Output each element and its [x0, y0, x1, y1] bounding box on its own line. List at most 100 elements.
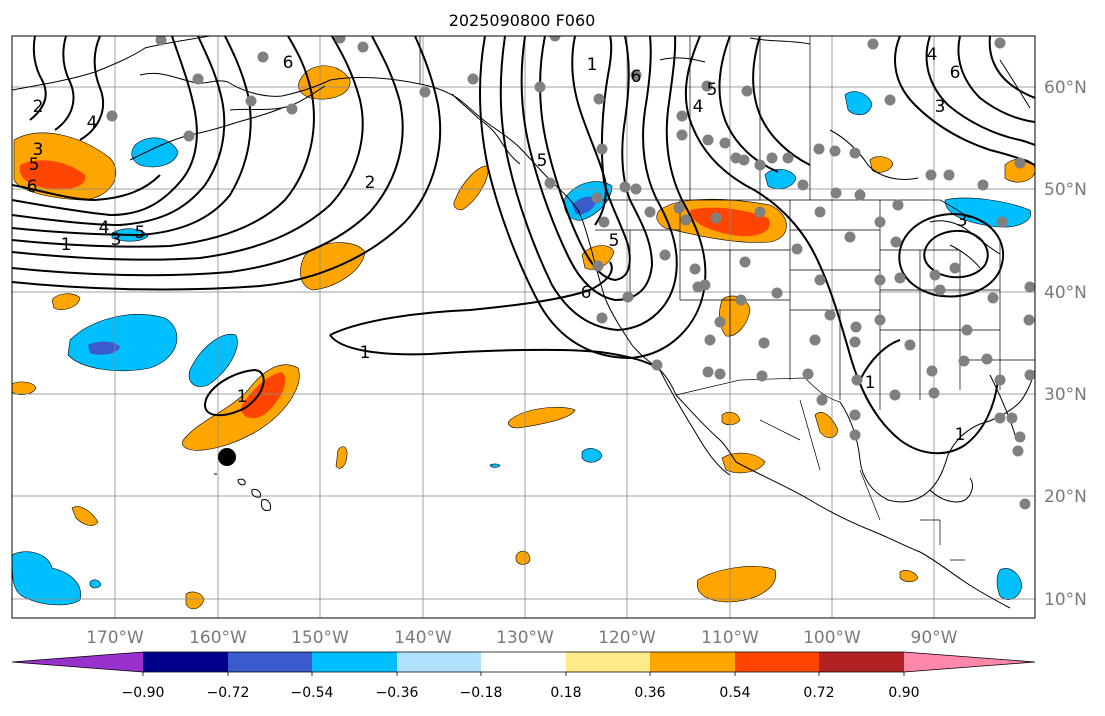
contour-label: 3 [935, 97, 946, 117]
station-marker [680, 214, 692, 226]
station-marker [630, 183, 642, 195]
station-marker [1006, 412, 1018, 424]
station-marker [996, 216, 1008, 228]
contour-label: 4 [99, 218, 110, 238]
colorbar-tick-label: 0.36 [634, 685, 665, 701]
station-marker [714, 368, 726, 380]
station-marker [756, 370, 768, 382]
contour-line-trough-4 [479, 36, 707, 360]
station-marker [714, 316, 726, 328]
contour-line-west-8 [12, 36, 442, 291]
station-marker [286, 103, 298, 115]
contour-line-west-7 [12, 36, 404, 277]
contour-line-trough-2 [539, 36, 631, 282]
anomaly-area-california [581, 245, 615, 270]
station-marker [874, 314, 886, 326]
anomaly-area-small-7 [515, 550, 531, 565]
station-marker [702, 134, 714, 146]
station-marker [867, 38, 879, 50]
station-marker [889, 389, 901, 401]
station-marker [622, 291, 634, 303]
contour-line-west-9 [29, 36, 47, 121]
coastline-gulf-california [675, 394, 737, 463]
station-marker [596, 143, 608, 155]
anomaly-area-mexico-1 [721, 411, 741, 426]
contour-label: 1 [865, 373, 876, 393]
anomaly-area-small-3 [71, 506, 99, 526]
longitude-label: 160°W [189, 628, 247, 648]
contour-line-east-2 [925, 36, 1035, 146]
contour-line-east-4 [988, 36, 1035, 99]
contour-line-west-6 [12, 36, 364, 261]
station-marker [802, 368, 814, 380]
station-marker [961, 324, 973, 336]
latitude-label: 40°N [1044, 283, 1087, 303]
latitude-label: 30°N [1044, 385, 1087, 405]
colorbar-tick-label: −0.54 [291, 685, 334, 701]
map-title: 2025090800 F060 [449, 11, 596, 30]
contour-line-gulf [859, 339, 901, 381]
station-marker [849, 429, 861, 441]
anomaly-area-tropic-neg [12, 551, 81, 606]
colorbar-swatches [11, 651, 1036, 676]
station-marker [1014, 157, 1026, 169]
anomaly-area-south-pacific-east [697, 566, 777, 603]
station-marker [659, 249, 671, 261]
contour-label: 6 [283, 53, 294, 73]
longitude-label: 150°W [291, 628, 349, 648]
station-marker [874, 274, 886, 286]
contour-label: 5 [135, 223, 146, 243]
coastline-florida [989, 374, 1017, 439]
colorbar-swatch [819, 652, 904, 672]
contour-label: 2 [365, 173, 376, 193]
border-state-mountain [680, 200, 791, 380]
station-marker [257, 51, 269, 63]
contour-line-east-3 [957, 36, 1035, 123]
colorbar-swatch [735, 652, 819, 672]
coastline-aleutians [129, 107, 283, 161]
station-marker [981, 353, 993, 365]
contour-line-ridge-1 [684, 36, 999, 455]
station-marker [782, 152, 794, 164]
station-marker [245, 95, 257, 107]
station-marker [593, 93, 605, 105]
station-marker [814, 274, 826, 286]
station-marker [192, 73, 204, 85]
contour-lines [12, 36, 1035, 455]
longitude-labels: 170°W 160°W 150°W 140°W 130°W 120°W 110°… [86, 628, 958, 648]
contour-label: 1 [587, 55, 598, 75]
colorbar-extension-low [12, 652, 143, 672]
station-marker [929, 269, 941, 281]
coastline-mexico-west [735, 461, 921, 553]
contour-label: 3 [111, 230, 122, 250]
contour-line-west-4 [12, 36, 252, 237]
station-marker [676, 129, 688, 141]
longitude-label: 120°W [598, 628, 656, 648]
border-state-east [960, 240, 1035, 390]
coastline-hawaii-3 [251, 489, 261, 498]
contour-line-mid-pacific [329, 261, 661, 371]
contour-label: 5 [707, 80, 718, 100]
coastline-hudson [829, 129, 919, 180]
station-marker [894, 272, 906, 284]
station-marker [925, 169, 937, 181]
map-frame [11, 35, 1036, 619]
colorbar-swatch [397, 652, 481, 672]
coastline-central-america [919, 551, 1011, 609]
coastline-labrador [999, 59, 1031, 109]
station-marker [735, 294, 747, 306]
station-marker [1012, 445, 1024, 457]
coastline-gulf-alaska [329, 77, 551, 181]
station-marker [534, 81, 546, 93]
coastline-alaska-west [139, 72, 331, 97]
coastline-gulf-mexico [839, 369, 1035, 503]
colorbar-tick-label: −0.72 [207, 685, 250, 701]
longitude-label: 140°W [394, 628, 452, 648]
station-marker [830, 187, 842, 199]
station-marker [1024, 369, 1035, 381]
contour-label: 1 [360, 343, 371, 363]
border-central-america [920, 519, 965, 561]
station-marker [592, 260, 604, 272]
station-marker [994, 412, 1006, 424]
